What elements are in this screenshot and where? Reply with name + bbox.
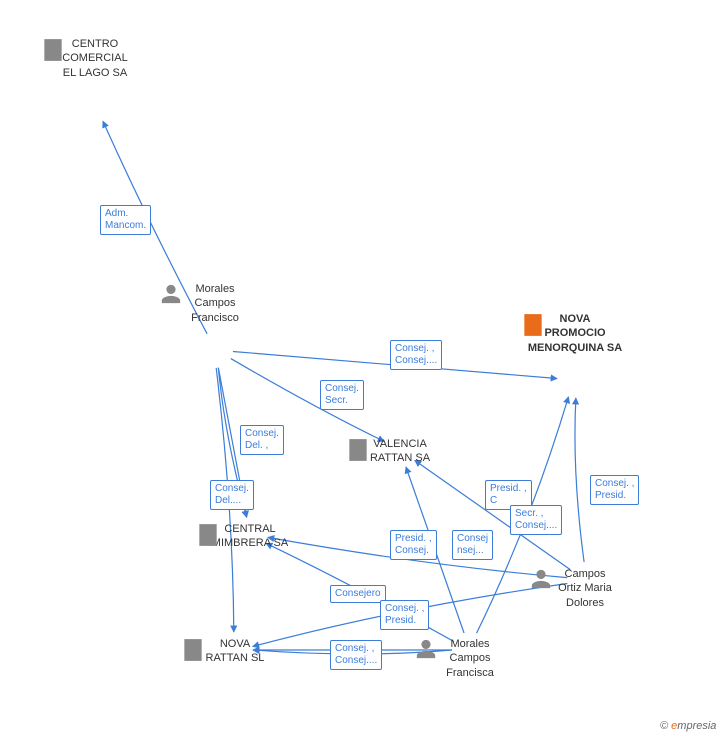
copyright-brand-rest: mpresia xyxy=(677,720,716,732)
edge-label-francisco-central: Consej.Del.... xyxy=(210,480,254,510)
node-valencia[interactable]: VALENCIARATTAN SA xyxy=(345,437,455,466)
node-dolores[interactable]: CamposOrtiz MariaDolores xyxy=(530,567,640,610)
node-central[interactable]: CENTRALMIMBRERA SA xyxy=(195,522,305,551)
edge-label-dolores-central: Secr. ,Consej.... xyxy=(510,505,562,535)
node-francisco[interactable]: MoralesCamposFrancisco xyxy=(160,282,270,325)
edge-label-dolores-novarattan: Consejero xyxy=(330,585,386,603)
edge-label-francisco-central: Consej.Del. , xyxy=(240,425,284,455)
edge-label-francisco-valencia: Consej.Secr. xyxy=(320,380,364,410)
node-novarattan[interactable]: NOVARATTAN SL xyxy=(180,637,290,666)
node-nova_prom[interactable]: NOVAPROMOCIOMENORQUINA SA xyxy=(520,312,630,355)
edge-dolores-nova_prom xyxy=(575,398,584,562)
copyright: © empresia xyxy=(660,720,716,732)
edge-label-francisca-novarattan: Consej. ,Consej.... xyxy=(330,640,382,670)
edge-label-francisco-centro: Adm.Mancom. xyxy=(100,205,151,235)
edge-label-francisca-valencia: Consejnsej... xyxy=(452,530,493,560)
node-francisca[interactable]: MoralesCamposFrancisca xyxy=(415,637,525,680)
edge-label-francisca-novarattan: Consej. ,Presid. xyxy=(380,600,429,630)
edge-label-dolores-nova_prom: Consej. ,Presid. xyxy=(590,475,639,505)
copyright-symbol: © xyxy=(660,720,668,732)
node-centro[interactable]: CENTROCOMERCIALEL LAGO SA xyxy=(40,37,150,80)
edge-label-francisco-nova_prom: Consej. ,Consej.... xyxy=(390,340,442,370)
edges-layer xyxy=(0,0,728,740)
edge-label-francisca-central: Presid. ,Consej. xyxy=(390,530,437,560)
